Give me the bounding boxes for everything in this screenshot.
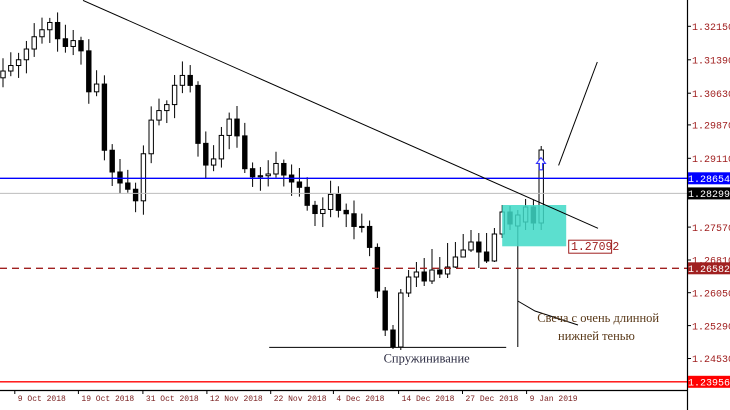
svg-text:31 Oct 2018: 31 Oct 2018 <box>146 395 199 404</box>
svg-text:19 Oct 2018: 19 Oct 2018 <box>81 395 134 404</box>
svg-text:14 Dec 2018: 14 Dec 2018 <box>402 395 455 404</box>
svg-text:1.26582: 1.26582 <box>688 265 730 276</box>
svg-text:1.25290: 1.25290 <box>692 322 730 333</box>
svg-text:27 Dec 2018: 27 Dec 2018 <box>466 395 519 404</box>
svg-text:1.30630: 1.30630 <box>692 90 730 101</box>
svg-text:9 Jan 2019: 9 Jan 2019 <box>530 395 578 404</box>
svg-text:1.24530: 1.24530 <box>692 355 730 366</box>
svg-text:Свеча с очень длинной: Свеча с очень длинной <box>537 311 659 325</box>
svg-text:1.31390: 1.31390 <box>692 57 730 68</box>
svg-text:1.26050: 1.26050 <box>692 289 730 300</box>
svg-text:1.32150: 1.32150 <box>692 23 730 34</box>
svg-text:1.28654: 1.28654 <box>688 175 730 186</box>
svg-text:1.27092: 1.27092 <box>571 241 619 254</box>
svg-text:1.29110: 1.29110 <box>692 155 730 166</box>
svg-text:1.29870: 1.29870 <box>692 122 730 133</box>
svg-text:4 Dec 2018: 4 Dec 2018 <box>336 395 384 404</box>
svg-text:12 Nov 2018: 12 Nov 2018 <box>210 395 263 404</box>
svg-text:нижней тенью: нижней тенью <box>558 329 635 343</box>
svg-text:1.23956: 1.23956 <box>688 379 730 390</box>
svg-text:22 Nov 2018: 22 Nov 2018 <box>274 395 327 404</box>
svg-text:Спружинивание: Спружинивание <box>384 352 471 366</box>
svg-text:1.28299: 1.28299 <box>688 190 730 201</box>
svg-text:9 Oct 2018: 9 Oct 2018 <box>18 395 66 404</box>
svg-text:1.27570: 1.27570 <box>692 224 730 235</box>
